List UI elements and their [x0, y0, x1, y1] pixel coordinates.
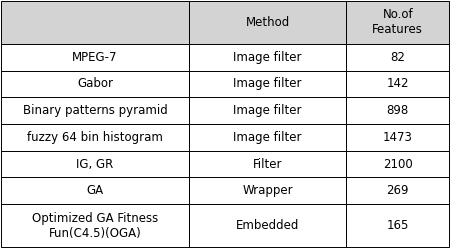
Bar [1, 71, 189, 97]
Bar [189, 151, 346, 177]
Text: Optimized GA Fitness
Fun(C4.5)(OGA): Optimized GA Fitness Fun(C4.5)(OGA) [32, 212, 158, 240]
Bar [189, 204, 346, 247]
Text: Method: Method [246, 16, 290, 29]
Text: Image filter: Image filter [234, 77, 302, 91]
Text: Binary patterns pyramid: Binary patterns pyramid [22, 104, 167, 117]
Bar [346, 124, 449, 151]
Bar [1, 44, 189, 71]
Text: No.of
Features: No.of Features [372, 8, 423, 36]
Bar [189, 177, 346, 204]
Text: 82: 82 [390, 51, 405, 64]
Text: 1473: 1473 [383, 131, 413, 144]
Bar [1, 204, 189, 247]
Bar [189, 71, 346, 97]
Bar [346, 151, 449, 177]
Text: 269: 269 [387, 184, 409, 197]
Bar [346, 71, 449, 97]
Text: Embedded: Embedded [236, 219, 299, 232]
Bar [189, 1, 346, 44]
Text: 898: 898 [387, 104, 409, 117]
Bar [189, 124, 346, 151]
Bar [346, 177, 449, 204]
Bar [1, 1, 189, 44]
Bar [1, 177, 189, 204]
Text: Image filter: Image filter [234, 104, 302, 117]
Text: fuzzy 64 bin histogram: fuzzy 64 bin histogram [27, 131, 163, 144]
Bar [346, 204, 449, 247]
Bar [189, 44, 346, 71]
Bar [1, 124, 189, 151]
Text: 165: 165 [387, 219, 409, 232]
Bar [1, 151, 189, 177]
Bar [346, 44, 449, 71]
Text: Image filter: Image filter [234, 51, 302, 64]
Text: Wrapper: Wrapper [242, 184, 293, 197]
Text: MPEG-7: MPEG-7 [72, 51, 117, 64]
Bar [189, 97, 346, 124]
Text: Gabor: Gabor [77, 77, 113, 91]
Bar [346, 97, 449, 124]
Text: 2100: 2100 [383, 157, 413, 171]
Bar [346, 1, 449, 44]
Text: IG, GR: IG, GR [76, 157, 113, 171]
Bar [1, 97, 189, 124]
Text: Image filter: Image filter [234, 131, 302, 144]
Text: Filter: Filter [253, 157, 282, 171]
Text: 142: 142 [387, 77, 409, 91]
Text: GA: GA [86, 184, 104, 197]
